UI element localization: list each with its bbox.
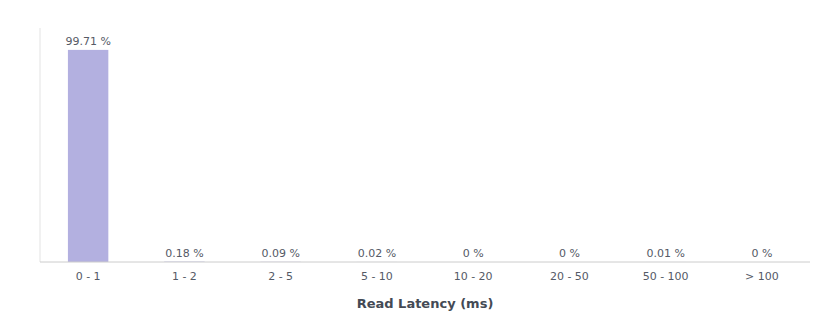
y-axis-line	[40, 28, 41, 262]
x-tick-label: 50 - 100	[643, 270, 689, 283]
data-label: 0 %	[751, 247, 772, 260]
data-label: 99.71 %	[65, 35, 110, 48]
data-label: 0.01 %	[646, 247, 684, 260]
x-tick-label: 0 - 1	[76, 270, 101, 283]
data-label: 0 %	[559, 247, 580, 260]
bars	[68, 50, 686, 262]
chart-container: 99.71 % 0.18 % 0.09 % 0.02 % 0 % 0 % 0.01 % 0 %…	[0, 0, 830, 324]
x-tick-label: 5 - 10	[361, 270, 393, 283]
x-tick-label: 10 - 20	[454, 270, 493, 283]
bar	[68, 50, 108, 262]
x-tick-label: 2 - 5	[268, 270, 293, 283]
x-tick-label: 20 - 50	[550, 270, 589, 283]
data-label: 0.02 %	[358, 247, 396, 260]
data-label: 0.18 %	[165, 247, 203, 260]
data-label: 0.09 %	[261, 247, 299, 260]
x-axis-title: Read Latency (ms)	[357, 296, 494, 311]
data-label: 0 %	[463, 247, 484, 260]
x-tick-label: > 100	[745, 270, 779, 283]
x-axis-line	[40, 262, 810, 263]
chart-svg: 99.71 % 0.18 % 0.09 % 0.02 % 0 % 0 % 0.01 % 0 %…	[0, 0, 830, 324]
x-tick-label: 1 - 2	[172, 270, 197, 283]
